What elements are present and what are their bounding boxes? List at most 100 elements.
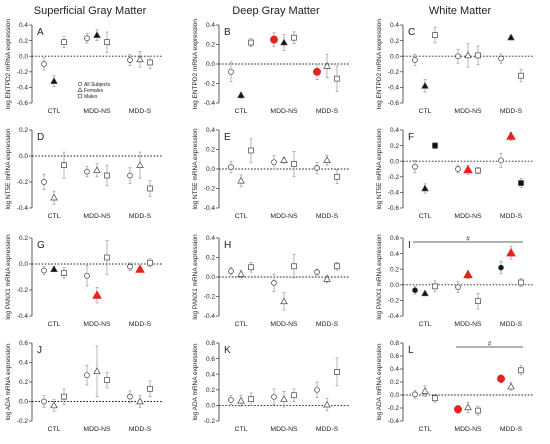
y-tick-label: 0.4 — [206, 235, 215, 242]
data-point-female — [237, 396, 245, 404]
y-tick-label: 0.6 — [19, 340, 28, 347]
data-point-all — [271, 159, 277, 166]
data-point-male — [432, 395, 438, 402]
data-point-male — [518, 367, 524, 374]
category-label: MDD-S — [316, 108, 339, 115]
data-point-female — [280, 38, 288, 46]
data-point-female — [136, 161, 144, 168]
data-point-female — [421, 289, 429, 297]
data-point-male — [432, 283, 438, 290]
data-point-all — [314, 165, 320, 171]
data-point-male — [248, 264, 254, 271]
y-tick-label: 0.4 — [206, 22, 215, 29]
data-point-male — [61, 162, 67, 168]
y-axis-label: log ENTPD2 mRNA expression — [376, 19, 383, 109]
data-point-male — [248, 39, 254, 46]
data-point-female — [50, 265, 58, 272]
y-axis-label: log NT5E mRNA expression — [376, 128, 383, 209]
category-label: MDD-NS — [83, 426, 111, 433]
y-tick-label: 0.0 — [19, 399, 28, 406]
y-tick-label: -0.6 — [388, 205, 400, 212]
panel-J: 0.6 0.4 0.2 0.0 -0.2 log ADA mRNA expression J… — [5, 340, 162, 433]
y-tick-label: 0.6 — [390, 235, 399, 242]
data-point-female — [280, 156, 288, 163]
data-point-all — [127, 57, 133, 63]
y-tick-label: 0.0 — [19, 153, 28, 160]
y-tick-label: -0.4 — [17, 85, 29, 92]
data-point-male — [475, 407, 481, 414]
data-point-male — [291, 392, 297, 399]
y-axis-label: log PANX1 mRNA expression — [5, 234, 12, 320]
category-label: MDD-NS — [270, 213, 298, 220]
data-point-male — [61, 39, 67, 46]
y-tick-label: 0.0 — [206, 61, 215, 68]
y-tick-label: -0.4 — [388, 190, 400, 197]
category-label: CTL — [235, 426, 248, 433]
data-point-female — [507, 382, 515, 390]
panel-D: 0.2 0.0 -0.2 -0.4 log NT5E mRNA expression D C… — [5, 127, 162, 220]
category-label: MDD-NS — [270, 426, 298, 433]
panel-B: 0.4 0.2 0.0 -0.2 -0.4 log ENTPD2 mRNA express… — [192, 19, 349, 115]
category-label: CTL — [48, 426, 61, 433]
y-tick-label: 0.2 — [206, 42, 215, 49]
data-point-female — [506, 247, 516, 257]
data-point-female — [237, 91, 245, 98]
y-tick-label: 0.0 — [390, 392, 399, 399]
data-point-female — [323, 156, 331, 163]
data-point-all — [498, 55, 504, 62]
data-point-female — [463, 164, 473, 174]
panel-K: 0.8 0.6 0.4 0.2 0.0 -0.2 log ADA mRNA expressi… — [192, 340, 349, 433]
data-point-male — [248, 396, 254, 403]
data-point-female — [280, 297, 288, 305]
data-point-all — [314, 269, 320, 275]
data-point-all — [84, 372, 90, 379]
y-tick-label: -0.4 — [204, 313, 216, 320]
data-point-all — [84, 35, 90, 42]
y-tick-label: -0.2 — [17, 418, 29, 425]
category-label: MDD-S — [129, 426, 152, 433]
panel-letter: C — [408, 27, 415, 38]
data-point-female — [93, 166, 101, 174]
y-tick-label: 0.4 — [19, 360, 28, 367]
category-label: MDD-NS — [83, 108, 111, 115]
panel-letter: H — [224, 240, 231, 251]
y-tick-label: -0.6 — [388, 100, 400, 107]
y-tick-label: -0.4 — [204, 205, 216, 212]
data-point-male — [147, 185, 153, 192]
y-axis-label: log ADA mRNA expression — [5, 343, 12, 420]
column-title-deep: Deep Gray Matter — [232, 5, 320, 17]
y-tick-label: 0.4 — [206, 127, 215, 134]
data-point-female — [92, 290, 102, 299]
column-title-superficial: Superficial Gray Matter — [34, 5, 147, 17]
y-axis-label: log PANX1 mRNA expression — [376, 234, 383, 320]
data-point-male — [475, 167, 481, 174]
panel-letter: B — [224, 27, 231, 38]
data-point-female — [323, 62, 331, 69]
y-tick-label: -0.4 — [388, 418, 400, 425]
legend-label: Females — [84, 88, 104, 94]
data-point-female — [506, 131, 516, 140]
y-tick-label: 0.0 — [19, 53, 28, 60]
category-label: MDD-S — [129, 213, 152, 220]
data-point-male — [334, 263, 340, 270]
data-point-female — [464, 403, 472, 411]
data-point-male — [291, 263, 297, 270]
y-tick-label: 0.4 — [390, 366, 399, 373]
data-point-all — [271, 393, 277, 400]
y-tick-label: 0.2 — [390, 143, 399, 150]
y-tick-label: 0.2 — [19, 379, 28, 386]
data-point-all — [454, 405, 462, 414]
data-point-male — [248, 147, 254, 154]
panel-letter: A — [37, 27, 44, 38]
data-point-all — [228, 164, 234, 170]
y-tick-label: 0.2 — [206, 147, 215, 154]
data-point-all — [41, 398, 47, 405]
data-point-all — [127, 263, 133, 270]
category-label: MDD-S — [500, 321, 523, 328]
panel-letter: J — [37, 345, 42, 356]
data-point-female — [93, 367, 101, 375]
category-label: CTL — [235, 213, 248, 220]
